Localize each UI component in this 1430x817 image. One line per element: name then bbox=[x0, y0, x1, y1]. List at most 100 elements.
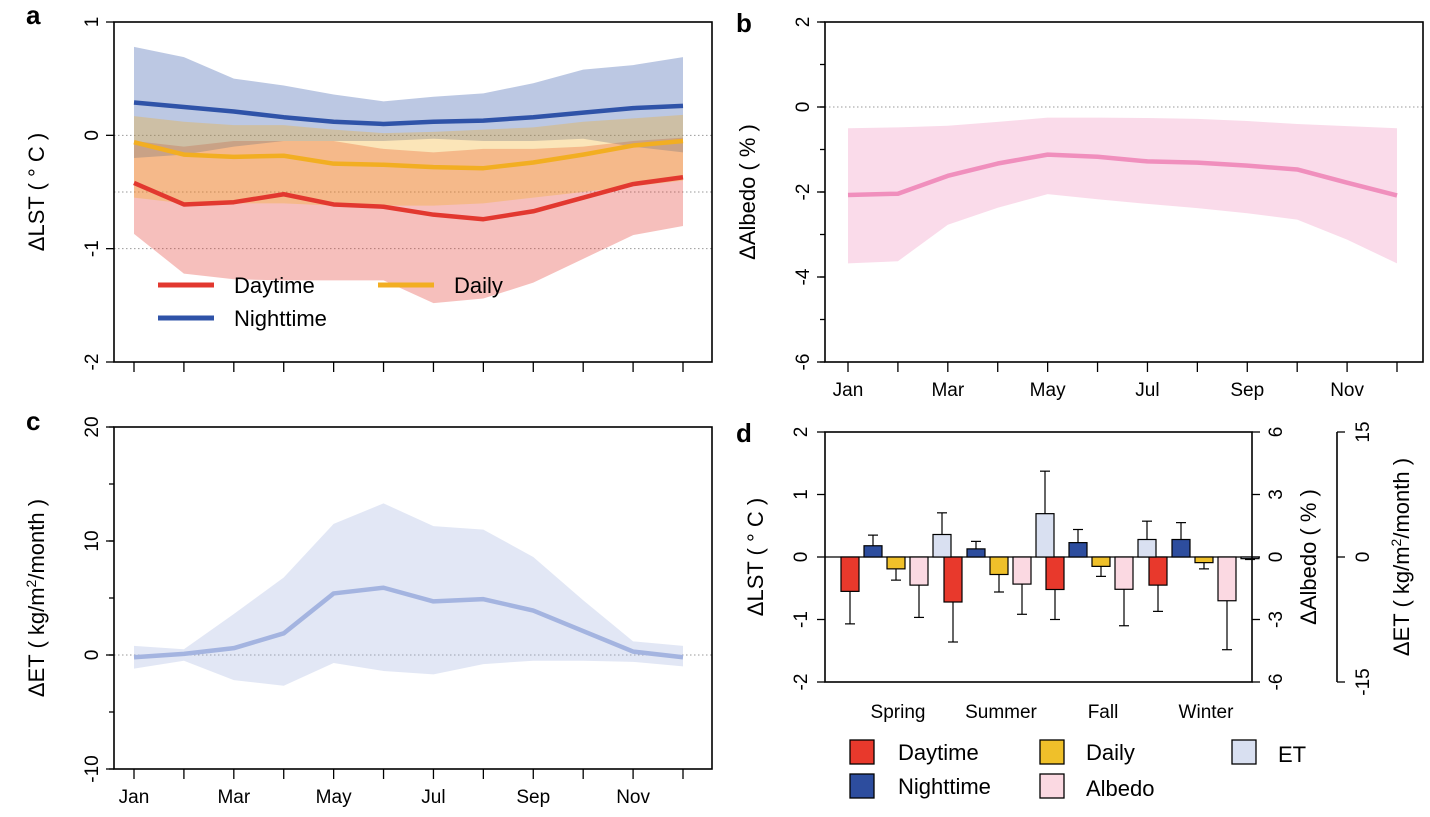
legend-label-daily-bar: Daily bbox=[1086, 740, 1135, 765]
left-tick-label: 2 bbox=[791, 427, 812, 438]
band-daytime bbox=[134, 137, 683, 304]
category-label-winter: Winter bbox=[1179, 702, 1235, 723]
x-tick-label: Mar bbox=[931, 380, 964, 401]
x-tick-label: Mar bbox=[217, 787, 250, 808]
panel-label-b: b bbox=[736, 8, 752, 38]
middle-tick-label: 0 bbox=[1266, 552, 1287, 563]
band-albedo bbox=[848, 117, 1397, 264]
panel-label-d: d bbox=[736, 418, 752, 448]
x-tick-label: Sep bbox=[516, 787, 550, 808]
band-nighttime bbox=[134, 46, 683, 158]
bar-daily-fall bbox=[1091, 556, 1111, 567]
category-label-spring: Spring bbox=[871, 702, 926, 723]
y-tick-label: 2 bbox=[793, 17, 814, 28]
x-tick-label: May bbox=[316, 787, 352, 808]
et-tick-label: 15 bbox=[1353, 421, 1374, 442]
y-tick-label: 0 bbox=[793, 102, 814, 113]
bar-albedo-winter bbox=[1217, 556, 1237, 602]
y-tick-label: -10 bbox=[82, 755, 103, 782]
bar-et-spring bbox=[932, 533, 952, 558]
panel-a-legend: Daytime Daily Nighttime bbox=[158, 273, 503, 331]
y-tick-label: -1 bbox=[82, 240, 103, 257]
legend-label-nighttime-bar: Nighttime bbox=[898, 774, 991, 799]
bar-daytime-summer bbox=[943, 556, 963, 603]
band-daily bbox=[134, 114, 683, 206]
legend-label-et-bar: ET bbox=[1278, 742, 1306, 767]
y-tick-label: -6 bbox=[793, 354, 814, 371]
line-nighttime bbox=[133, 100, 684, 127]
legend-label-daytime-bar: Daytime bbox=[898, 740, 979, 765]
x-tick-label: Jan bbox=[119, 787, 150, 808]
bar-daily-spring bbox=[886, 556, 906, 570]
y-tick-label: 0 bbox=[82, 650, 103, 661]
line-et bbox=[133, 585, 684, 660]
panel-b-chart: 2 0 -2 -4 -6 Jan Mar May Jul Sep Nov ΔAlbedo ( % ) bbox=[735, 17, 1424, 401]
y-tick-label: -2 bbox=[793, 184, 814, 201]
bar-et-fall bbox=[1137, 538, 1157, 558]
middle-tick-label: 6 bbox=[1266, 427, 1287, 438]
legend-swatch-albedo-bar bbox=[1039, 773, 1065, 799]
bar-nighttime-spring bbox=[863, 545, 883, 558]
bar-nighttime-summer bbox=[966, 548, 986, 558]
y-axis-label: ΔLST ( ° C ) bbox=[24, 133, 49, 251]
bar-daily-winter bbox=[1194, 556, 1214, 564]
x-tick-label: Jan bbox=[833, 380, 864, 401]
x-tick-label: Jul bbox=[421, 787, 445, 808]
middle-tick-label: 3 bbox=[1266, 489, 1287, 500]
left-tick-label: 0 bbox=[791, 552, 812, 563]
et-axis-label: ΔET ( kg/m2/month ) bbox=[1388, 458, 1414, 656]
panel-c-chart: 20 10 0 -10 Jan Mar May Jul Sep Nov ΔET ( kg/m2/mo… bbox=[23, 416, 713, 808]
legend-swatch-daytime-bar bbox=[849, 739, 875, 765]
x-tick-label: Nov bbox=[616, 787, 650, 808]
legend-label-nighttime: Nighttime bbox=[234, 306, 327, 331]
left-tick-label: -2 bbox=[791, 674, 812, 691]
x-tick-label: May bbox=[1030, 380, 1066, 401]
et-tick-label: 0 bbox=[1353, 552, 1374, 563]
panel-label-c: c bbox=[26, 406, 40, 436]
bar-daytime-winter bbox=[1148, 556, 1168, 586]
panel-label-a: a bbox=[26, 0, 41, 30]
x-tick-label: Jul bbox=[1135, 380, 1159, 401]
y-tick-label: -2 bbox=[82, 354, 103, 371]
legend-swatch-daily-bar bbox=[1039, 739, 1065, 765]
left-axis-label: ΔLST ( ° C ) bbox=[743, 498, 768, 616]
legend-swatch-et-bar bbox=[1231, 739, 1257, 765]
line-daily bbox=[133, 138, 684, 171]
middle-tick-label: -3 bbox=[1266, 611, 1287, 628]
panel-d-legend: Daytime Daily ET Nighttime Albedo bbox=[849, 739, 1306, 801]
plot-frame bbox=[113, 21, 713, 363]
middle-axis-label: ΔAlbedo ( % ) bbox=[1296, 489, 1321, 625]
line-albedo bbox=[847, 152, 1398, 198]
panel-d-chart: Spring Summer Fall Winter 2 1 0 -1 -2 6 3 0 -3 -6 15 0 -… bbox=[743, 421, 1414, 723]
bar-nighttime-fall bbox=[1068, 542, 1088, 558]
bar-albedo-fall bbox=[1114, 556, 1134, 590]
legend-label-albedo-bar: Albedo bbox=[1086, 776, 1155, 801]
bar-nighttime-winter bbox=[1171, 538, 1191, 558]
left-tick-label: 1 bbox=[791, 489, 812, 500]
y-axis-label: ΔET ( kg/m2/month ) bbox=[23, 499, 49, 697]
y-tick-label: 1 bbox=[82, 17, 103, 28]
x-tick-label: Sep bbox=[1230, 380, 1264, 401]
left-tick-label: -1 bbox=[791, 611, 812, 628]
category-label-fall: Fall bbox=[1088, 702, 1119, 723]
y-axis-label: ΔAlbedo ( % ) bbox=[735, 124, 760, 260]
y-tick-label: 0 bbox=[82, 130, 103, 141]
category-label-summer: Summer bbox=[965, 702, 1037, 723]
line-daytime bbox=[133, 175, 684, 222]
y-tick-label: 20 bbox=[82, 416, 103, 437]
legend-swatch-nighttime-bar bbox=[849, 773, 875, 799]
bar-et-summer bbox=[1035, 513, 1055, 558]
legend-label-daytime: Daytime bbox=[234, 273, 315, 298]
bar-daytime-spring bbox=[840, 556, 860, 592]
et-tick-label: -15 bbox=[1353, 668, 1374, 695]
y-tick-label: -4 bbox=[793, 268, 814, 285]
x-tick-label: Nov bbox=[1330, 380, 1364, 401]
bar-daytime-fall bbox=[1045, 556, 1065, 591]
y-tick-label: 10 bbox=[82, 530, 103, 551]
panel-a-chart: 1 0 -1 -2 ΔLST ( ° C ) bbox=[24, 17, 713, 372]
middle-tick-label: -6 bbox=[1266, 674, 1287, 691]
legend-label-daily: Daily bbox=[454, 273, 503, 298]
bar-albedo-spring bbox=[909, 556, 929, 586]
bar-albedo-summer bbox=[1012, 556, 1032, 585]
